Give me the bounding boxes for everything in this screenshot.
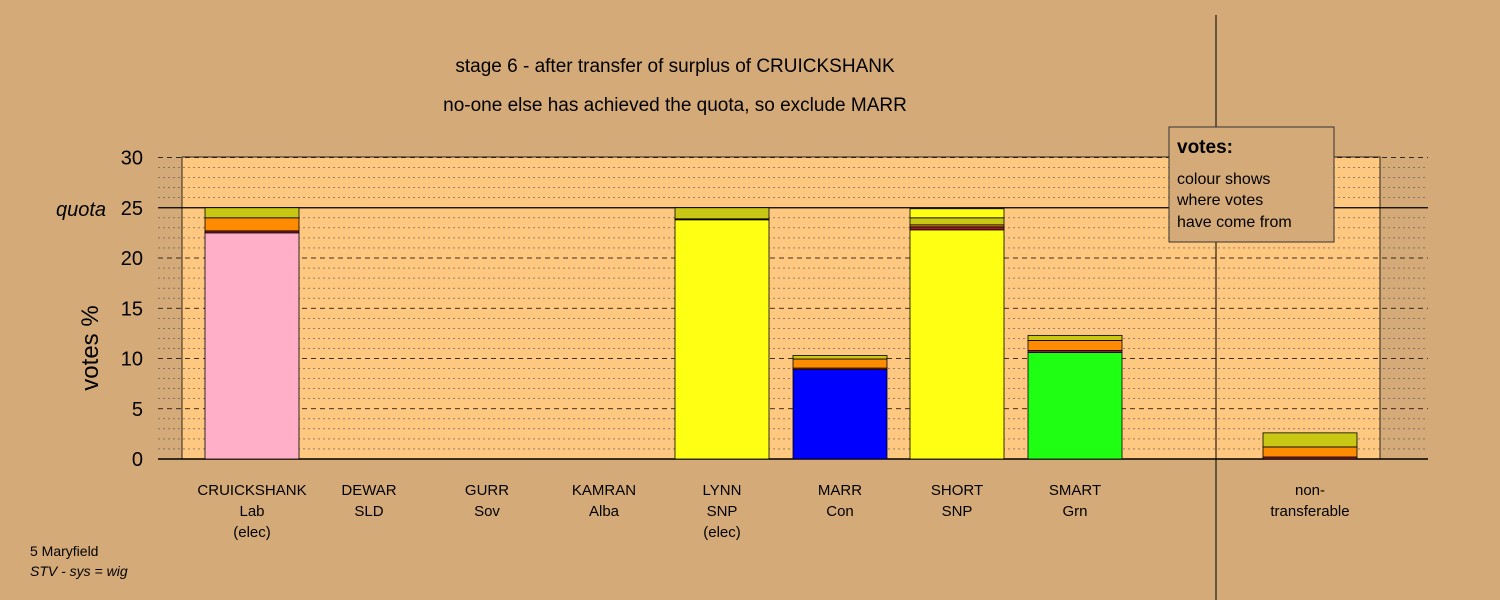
candidate-label: non- (1295, 482, 1325, 499)
y-tick-label: 30 (121, 148, 143, 170)
quota-label: quota (56, 199, 106, 221)
y-tick-label: 25 (121, 198, 143, 220)
legend-title: votes: (1177, 137, 1233, 158)
bar-segment (1262, 432, 1358, 448)
bars-group (204, 207, 1358, 460)
bar-segment (792, 369, 888, 460)
candidate-label: Grn (1062, 503, 1087, 520)
candidate-label: SNP (942, 503, 973, 520)
candidate-label: Lab (239, 503, 264, 520)
bar-segment (909, 217, 1005, 226)
chart-subtitle: no-one else has achieved the quota, so e… (443, 95, 907, 116)
bar-segment (674, 207, 770, 220)
candidate-label: SNP (707, 503, 738, 520)
y-tick-label: 20 (121, 248, 143, 270)
legend-box (1168, 126, 1335, 243)
y-axis-label: votes % (77, 305, 104, 390)
bar-segment (792, 358, 888, 369)
x-labels: CRUICKSHANK Lab (elec) DEWAR SLD GURR Sov KAMRA… (197, 482, 1349, 541)
bar-segment (1262, 446, 1358, 458)
bar-segment (792, 355, 888, 360)
footer-system: STV - sys = wig (30, 563, 128, 579)
legend: votes: colour shows where votes have com… (1168, 126, 1335, 243)
candidate-label: CRUICKSHANK (197, 482, 306, 499)
y-tick-label: 10 (121, 349, 143, 371)
bar-segment (1027, 352, 1123, 460)
y-tick-label: 5 (132, 399, 143, 421)
bar-segment (204, 217, 300, 232)
candidate-label: transferable (1270, 503, 1349, 520)
bar-segment (204, 207, 300, 219)
bar-segment (1027, 334, 1123, 341)
bar-segment (674, 219, 770, 460)
y-tick-label: 0 (132, 449, 143, 471)
footer-ward: 5 Maryfield (30, 543, 98, 559)
gridlines (158, 157, 1428, 460)
bar-segment (909, 226, 1005, 231)
candidate-label: GURR (465, 482, 509, 499)
bar-segment (1027, 340, 1123, 351)
candidate-label: Con (826, 503, 854, 520)
legend-line-1: colour shows (1177, 171, 1270, 188)
candidate-label: Alba (589, 503, 620, 520)
candidate-label: (elec) (233, 524, 271, 541)
candidate-label: LYNN (703, 482, 742, 499)
candidate-label: (elec) (703, 524, 741, 541)
bar-segment (204, 232, 300, 460)
candidate-label: KAMRAN (572, 482, 636, 499)
candidate-label: SMART (1049, 482, 1101, 499)
candidate-label: SHORT (931, 482, 983, 499)
candidate-label: Sov (474, 503, 500, 520)
chart-title: stage 6 - after transfer of surplus of C… (455, 56, 895, 77)
candidate-label: SLD (354, 503, 383, 520)
legend-line-3: have come from (1177, 214, 1292, 231)
legend-line-2: where votes (1176, 192, 1263, 209)
candidate-label: MARR (818, 482, 862, 499)
bar-segment (909, 208, 1005, 219)
y-tick-label: 15 (121, 298, 143, 320)
bar-segment (909, 229, 1005, 460)
y-ticks: 0 5 10 15 20 25 30 quota (56, 148, 143, 472)
candidate-label: DEWAR (341, 482, 396, 499)
